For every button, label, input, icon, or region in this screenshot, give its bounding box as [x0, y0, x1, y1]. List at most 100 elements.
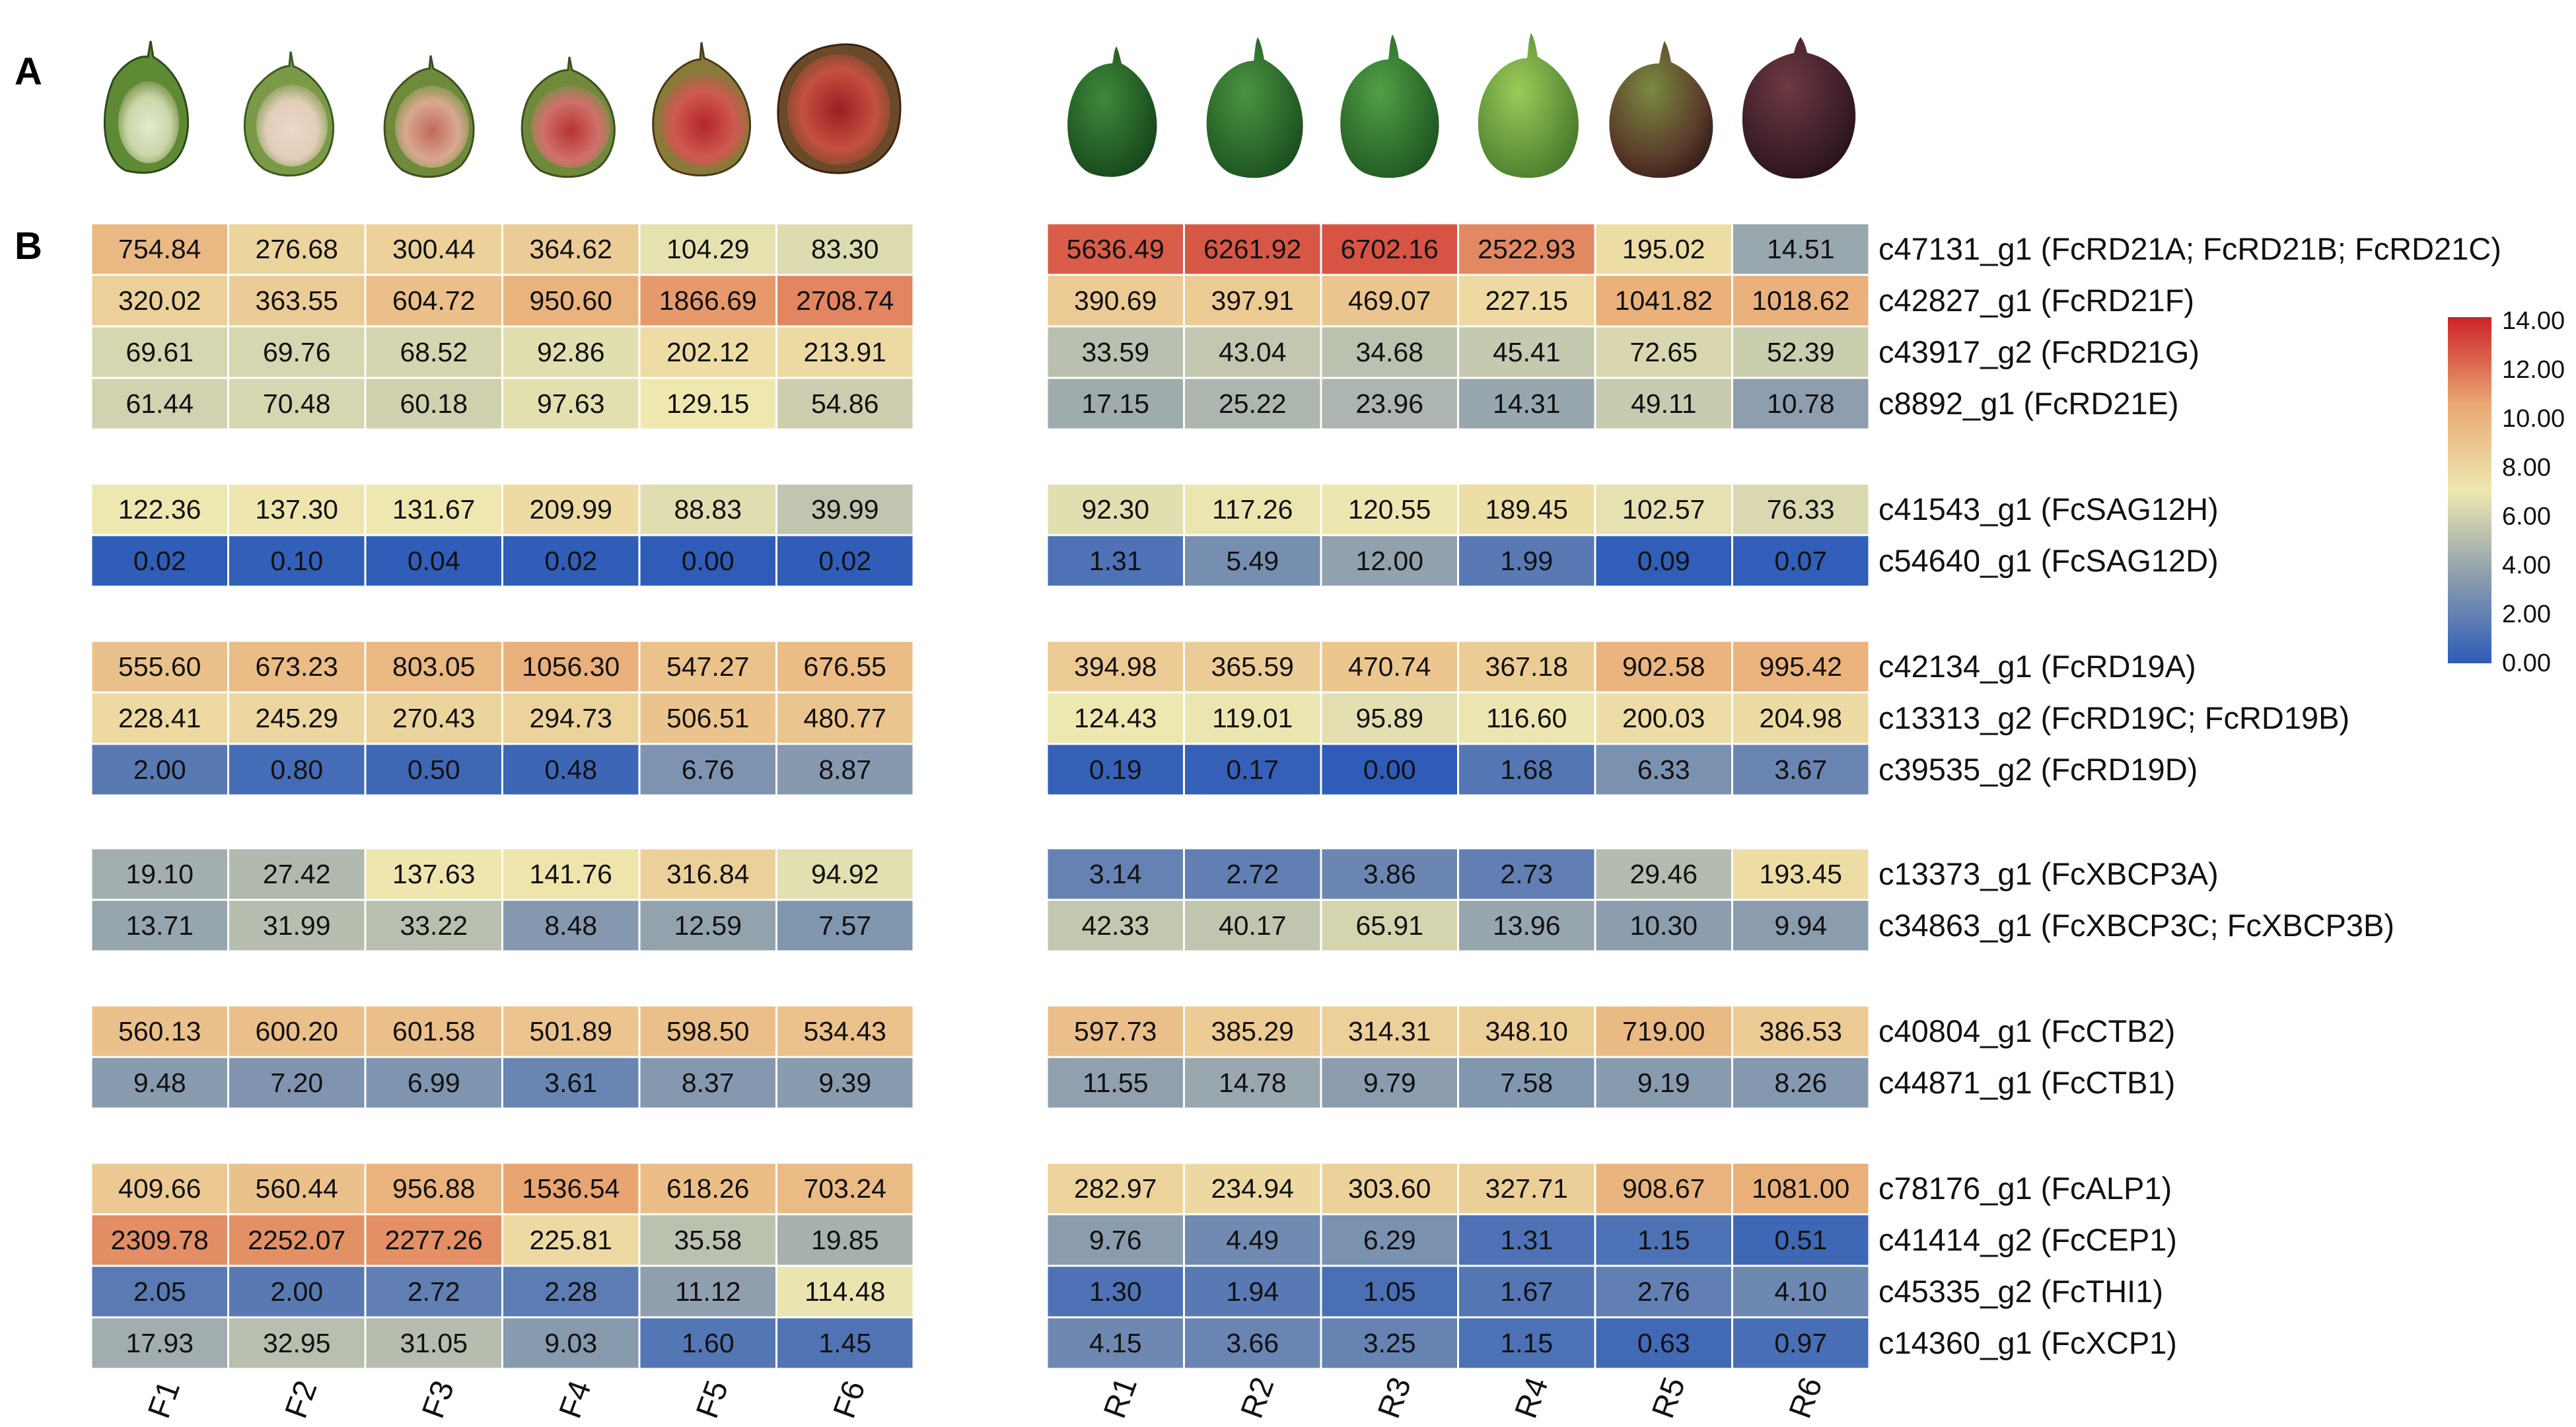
heatmap-cell-r6-g2r0	[1731, 640, 1871, 694]
heatmap-cell-value: 0.02	[544, 546, 597, 576]
heatmap-cell-r4-g5r1	[1457, 1213, 1596, 1267]
heatmap-cell-value: 618.26	[666, 1173, 749, 1204]
heatmap-cell-value: 88.83	[674, 494, 742, 525]
heatmap-cell-f6-g0r3	[775, 377, 915, 431]
heatmap-cell-r3-g2r0	[1320, 640, 1459, 694]
heatmap-cell-value: 0.50	[408, 754, 460, 785]
heatmap-cell-value: 316.84	[666, 859, 749, 889]
legend-tick-label: 0.00	[2502, 649, 2551, 677]
heatmap-cell-f1-g2r2	[90, 743, 229, 797]
heatmap-cell-value: 3.14	[1089, 859, 1142, 889]
heatmap-cell-value: 13.71	[125, 910, 194, 941]
heatmap-cell-value: 0.02	[818, 546, 871, 576]
heatmap-cell-r6-g2r2	[1731, 743, 1871, 797]
heatmap-cell-r3-g4r1	[1320, 1056, 1459, 1110]
heatmap-cell-f1-g5r3	[90, 1316, 229, 1370]
heatmap-cell-r6-g0r1	[1731, 274, 1871, 328]
heatmap-cell-value: 3.86	[1363, 859, 1416, 889]
heatmap-cell-value: 1.94	[1226, 1276, 1279, 1307]
heatmap-cell-f5-g5r3	[638, 1316, 777, 1370]
heatmap-cell-r5-g1r0	[1594, 482, 1733, 536]
heatmap-cell-value: 213.91	[804, 337, 886, 367]
heatmap-cell-value: 72.65	[1629, 337, 1698, 367]
heatmap-cell-f3-g5r3	[364, 1316, 503, 1370]
heatmap-cell-value: 13.96	[1493, 910, 1561, 941]
heatmap-cell-value: 390.69	[1074, 285, 1157, 316]
heatmap-cell-f1-g0r3	[90, 377, 229, 431]
heatmap-cell-f3-g0r2	[364, 325, 503, 379]
heatmap-cell-r1-g3r1	[1046, 898, 1185, 953]
heatmap-cell-value: 1.15	[1500, 1328, 1553, 1358]
heatmap-cell-value: 117.26	[1212, 494, 1293, 525]
heatmap-cell-f1-g1r0	[90, 482, 229, 536]
gene-label: c45335_g2 (FcTHI1)	[1878, 1274, 2163, 1309]
heatmap-cell-f5-g4r1	[638, 1056, 777, 1110]
heatmap-cell-value: 137.30	[256, 494, 338, 525]
heatmap-cell-r4-g3r1	[1457, 898, 1596, 953]
column-label-f2: F2	[279, 1376, 324, 1423]
fig-photo-f6	[777, 43, 902, 174]
heatmap-cell-value: 9.03	[544, 1328, 597, 1358]
heatmap-cell-r1-g1r0	[1046, 482, 1185, 536]
gene-label: c47131_g1 (FcRD21A; FcRD21B; FcRD21C)	[1878, 231, 2501, 266]
heatmap-cell-r6-g2r1	[1731, 691, 1871, 745]
heatmap-cell-value: 1.05	[1363, 1276, 1416, 1307]
heatmap-cell-value: 4.15	[1089, 1328, 1142, 1358]
heatmap-cell-r2-g2r2	[1183, 743, 1322, 797]
heatmap-cell-f3-g3r1	[364, 898, 503, 953]
heatmap-cell-value: 409.66	[118, 1173, 201, 1204]
heatmap-cell-f5-g0r2	[638, 325, 777, 379]
heatmap-cell-value: 9.76	[1089, 1225, 1142, 1255]
fig-photo-f1	[103, 40, 190, 174]
column-label-r4: R4	[1509, 1373, 1556, 1423]
heatmap-cell-value: 364.62	[530, 234, 612, 264]
heatmap-cell-value: 83.30	[811, 234, 879, 264]
heatmap-cell-value: 995.42	[1760, 651, 1842, 682]
heatmap-cell-value: 27.42	[263, 859, 331, 889]
heatmap-cell-value: 2708.74	[796, 285, 894, 316]
heatmap-cell-value: 9.94	[1774, 910, 1827, 941]
heatmap-cell-value: 303.60	[1348, 1173, 1431, 1204]
heatmap-cell-value: 17.15	[1081, 388, 1149, 419]
heatmap-cell-value: 470.74	[1348, 651, 1431, 682]
heatmap-cell-value: 195.02	[1622, 234, 1705, 264]
heatmap-cell-value: 0.51	[1774, 1225, 1827, 1255]
heatmap-cell-value: 104.29	[666, 234, 749, 264]
heatmap-cell-value: 43.04	[1219, 337, 1287, 367]
heatmap-cell-f5-g1r0	[638, 482, 777, 536]
heatmap-cell-value: 0.09	[1637, 546, 1690, 576]
heatmap-cell-f5-g5r1	[638, 1213, 777, 1267]
column-label-r5: R5	[1645, 1373, 1692, 1423]
panel-label-b: B	[15, 225, 42, 268]
heatmap-cell-value: 276.68	[256, 234, 338, 264]
heatmap-cell-value: 3.66	[1226, 1328, 1279, 1358]
heatmap-cell-value: 119.01	[1212, 703, 1293, 733]
heatmap-cell-value: 394.98	[1074, 651, 1157, 682]
heatmap-cell-value: 32.95	[263, 1328, 331, 1358]
heatmap-cell-value: 34.68	[1355, 337, 1423, 367]
heatmap-cell-f4-g0r2	[501, 325, 641, 379]
heatmap-cell-f6-g4r0	[775, 1004, 915, 1058]
heatmap-cell-value: 4.10	[1774, 1276, 1827, 1307]
heatmap-cell-value: 2522.93	[1478, 234, 1575, 264]
fig-photo-f3	[383, 55, 475, 178]
heatmap-cell-value: 227.15	[1485, 285, 1568, 316]
legend-tick-label: 6.00	[2502, 503, 2551, 531]
heatmap-cell-value: 0.19	[1089, 754, 1142, 785]
heatmap-cell-value: 600.20	[256, 1016, 338, 1046]
column-label-f3: F3	[415, 1376, 461, 1423]
heatmap-cell-value: 598.50	[666, 1016, 749, 1046]
heatmap-cell-f6-g2r2	[775, 743, 915, 797]
heatmap-cell-value: 676.55	[804, 651, 886, 682]
heatmap-cell-r2-g5r1	[1183, 1213, 1322, 1267]
heatmap-cell-r6-g0r3	[1731, 377, 1871, 431]
heatmap-cell-value: 2.05	[133, 1276, 186, 1307]
heatmap-cell-value: 141.76	[530, 859, 612, 889]
heatmap-cell-r1-g1r1	[1046, 534, 1185, 588]
heatmap-cell-value: 0.00	[1363, 754, 1416, 785]
heatmap-cell-value: 673.23	[256, 651, 338, 682]
heatmap-cell-value: 300.44	[392, 234, 475, 264]
heatmap-cell-value: 0.04	[408, 546, 460, 576]
heatmap-cell-r6-g3r0	[1731, 847, 1871, 901]
heatmap-cell-r6-g5r1	[1731, 1213, 1871, 1267]
